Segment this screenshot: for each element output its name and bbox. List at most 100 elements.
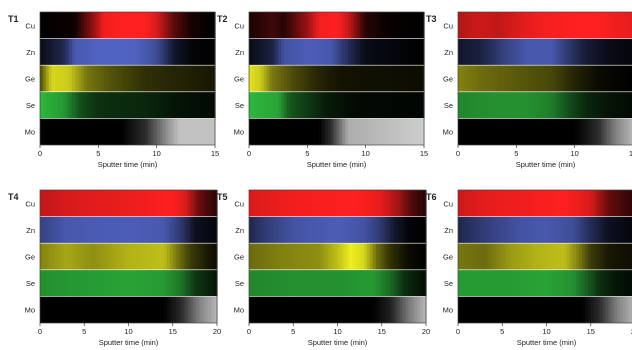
intensity-strip-cu	[507, 12, 512, 39]
row-label-mo: Mo	[443, 128, 453, 137]
intensity-strip-zn	[122, 216, 127, 244]
intensity-strip-se	[577, 91, 582, 119]
intensity-strip-ge	[190, 243, 194, 270]
intensity-strip-cu	[266, 190, 271, 217]
intensity-strip-mo	[281, 296, 285, 323]
x-tick-label: 10	[570, 149, 578, 158]
x-tick-label: 5	[82, 327, 86, 336]
intensity-strip-mo	[339, 118, 343, 145]
intensity-strip-cu	[139, 12, 143, 39]
intensity-strip-mo	[319, 118, 323, 145]
intensity-strip-cu	[51, 190, 56, 217]
intensity-strip-zn	[45, 38, 50, 66]
intensity-strip-se	[378, 269, 383, 297]
intensity-strip-se	[269, 91, 273, 119]
intensity-strip-mo	[354, 118, 358, 145]
intensity-strip-mo	[327, 118, 332, 145]
intensity-strip-cu	[166, 190, 171, 217]
intensity-strip-mo	[54, 118, 59, 145]
intensity-strip-mo	[72, 118, 76, 145]
intensity-strip-ge	[472, 243, 477, 270]
x-axis-label: Sputter time (min)	[98, 160, 158, 169]
intensity-strip-zn	[399, 216, 403, 244]
intensity-strip-se	[514, 269, 518, 297]
intensity-strip-mo	[510, 118, 515, 145]
intensity-strip-zn	[206, 38, 210, 66]
intensity-strip-se	[287, 269, 291, 297]
intensity-strip-se	[84, 269, 88, 297]
intensity-strip-ge	[369, 243, 374, 270]
intensity-strip-cu	[254, 12, 259, 39]
intensity-strip-ge	[466, 65, 471, 92]
intensity-strip-zn	[98, 38, 102, 66]
intensity-strip-cu	[627, 12, 631, 39]
intensity-strip-mo	[542, 118, 547, 145]
intensity-strip-zn	[629, 216, 632, 244]
intensity-strip-ge	[603, 65, 608, 92]
intensity-strip-mo	[571, 118, 576, 145]
intensity-strip-ge	[490, 65, 494, 92]
intensity-strip-cu	[475, 190, 480, 217]
row-label-cu: Cu	[443, 21, 453, 30]
intensity-strip-se	[336, 91, 341, 119]
row-label-ge: Ge	[443, 253, 453, 262]
intensity-strip-zn	[351, 38, 355, 66]
intensity-strip-mo	[458, 118, 462, 145]
intensity-strip-mo	[364, 296, 368, 323]
intensity-strip-mo	[133, 118, 137, 145]
intensity-strip-cu	[522, 190, 527, 217]
intensity-strip-ge	[528, 65, 532, 92]
intensity-strip-mo	[558, 296, 562, 323]
intensity-strip-ge	[125, 243, 130, 270]
intensity-strip-se	[340, 269, 344, 297]
intensity-strip-mo	[551, 118, 555, 145]
intensity-strip-mo	[626, 296, 630, 323]
intensity-strip-ge	[475, 243, 480, 270]
intensity-strip-se	[466, 91, 471, 119]
intensity-strip-ge	[316, 65, 320, 92]
intensity-strip-mo	[369, 296, 374, 323]
intensity-strip-se	[177, 91, 181, 119]
intensity-strip-se	[127, 91, 132, 119]
intensity-strip-cu	[146, 190, 150, 217]
intensity-strip-cu	[137, 190, 141, 217]
intensity-strip-cu	[83, 12, 88, 39]
intensity-strip-mo	[260, 296, 265, 323]
intensity-strip-ge	[203, 65, 207, 92]
intensity-strip-ge	[80, 65, 85, 92]
intensity-strip-zn	[525, 38, 529, 66]
intensity-strip-se	[63, 269, 68, 297]
intensity-strip-cu	[620, 190, 624, 217]
intensity-strip-cu	[269, 12, 273, 39]
intensity-strip-mo	[149, 296, 153, 323]
intensity-strip-ge	[174, 65, 178, 92]
intensity-strip-mo	[460, 296, 465, 323]
intensity-strip-mo	[257, 118, 262, 145]
intensity-strip-se	[121, 91, 126, 119]
intensity-strip-se	[478, 91, 482, 119]
intensity-strip-zn	[580, 38, 585, 66]
intensity-strip-mo	[501, 118, 506, 145]
intensity-strip-zn	[378, 216, 383, 244]
intensity-strip-se	[136, 91, 140, 119]
intensity-strip-mo	[378, 296, 383, 323]
intensity-strip-ge	[580, 65, 585, 92]
intensity-strip-zn	[266, 38, 271, 66]
intensity-strip-se	[528, 269, 533, 297]
intensity-strip-cu	[313, 190, 318, 217]
intensity-strip-cu	[331, 190, 336, 217]
intensity-strip-mo	[113, 296, 118, 323]
intensity-strip-cu	[578, 190, 583, 217]
intensity-strip-zn	[203, 38, 207, 66]
intensity-strip-cu	[522, 12, 526, 39]
intensity-strip-cu	[112, 12, 117, 39]
intensity-strip-cu	[75, 190, 79, 217]
intensity-strip-cu	[125, 190, 130, 217]
intensity-strip-cu	[272, 190, 277, 217]
intensity-strip-se	[576, 269, 580, 297]
intensity-strip-ge	[301, 65, 306, 92]
intensity-strip-se	[98, 91, 102, 119]
intensity-strip-mo	[399, 296, 403, 323]
intensity-strip-zn	[263, 216, 268, 244]
